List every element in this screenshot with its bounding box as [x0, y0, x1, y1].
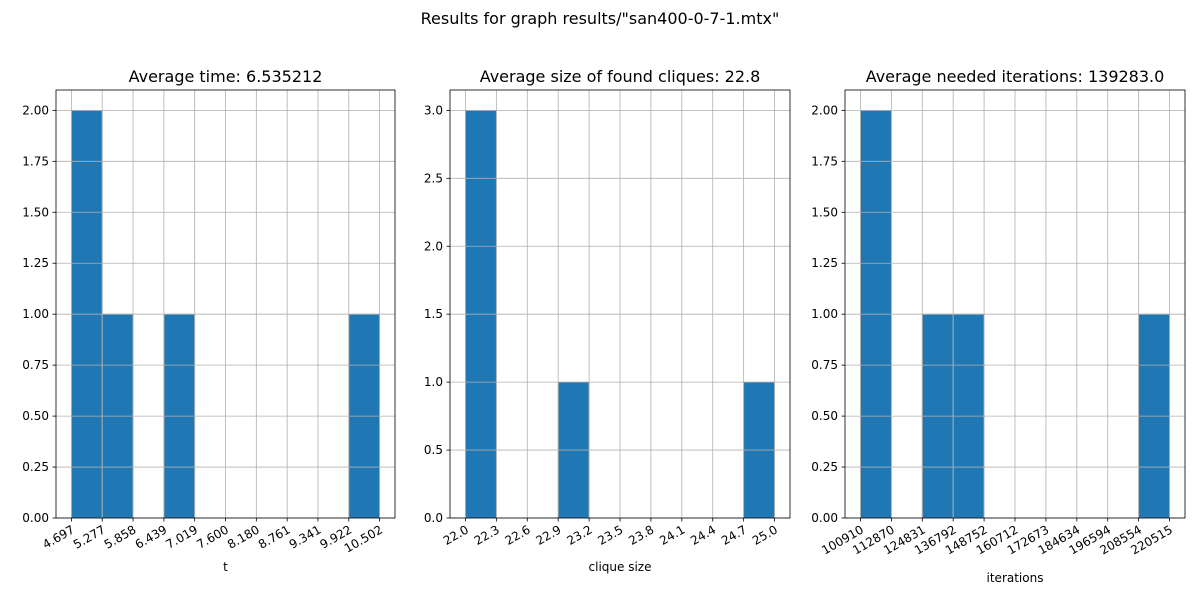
y-tick-label: 0.0	[424, 511, 443, 525]
y-tick-label: 0.00	[811, 511, 838, 525]
x-tick-label: 22.3	[472, 522, 502, 547]
y-tick-label: 0.75	[22, 358, 49, 372]
x-tick-label: 5.277	[71, 522, 108, 551]
x-axis-label: t	[223, 560, 228, 574]
x-tick-label: 7.019	[163, 522, 200, 551]
y-tick-label: 1.25	[22, 256, 49, 270]
x-tick-label: 24.7	[719, 522, 749, 547]
x-axis-label: iterations	[987, 571, 1044, 585]
y-tick-label: 0.50	[811, 409, 838, 423]
y-tick-label: 2.00	[811, 103, 838, 117]
x-tick-label: 23.5	[595, 522, 625, 547]
y-tick-label: 1.75	[811, 154, 838, 168]
y-tick-label: 0.25	[22, 460, 49, 474]
y-tick-label: 2.0	[424, 239, 443, 253]
y-tick-label: 1.0	[424, 375, 443, 389]
y-tick-label: 0.50	[22, 409, 49, 423]
y-tick-label: 0.25	[811, 460, 838, 474]
y-tick-label: 0.5	[424, 443, 443, 457]
chart-1: 0.00 0.25 0.50 0.75 1.00 1.25 1.50 1.75 2.00 4.69…	[22, 67, 396, 574]
chart-2: 0.00.51.01.52.02.53.022.0 22.3 22.6 22.9 23.…	[424, 67, 791, 574]
chart-title: Average size of found cliques: 22.8	[480, 67, 761, 86]
y-tick-label: 1.50	[22, 205, 49, 219]
x-tick-label: 23.2	[564, 522, 594, 547]
x-axis-label: clique size	[589, 560, 652, 574]
chart-title: Average time: 6.535212	[129, 67, 323, 86]
y-tick-label: 0.75	[811, 358, 838, 372]
x-tick-label: 24.4	[688, 522, 718, 547]
figure-suptitle: Results for graph results/"san400-0-7-1.…	[420, 9, 780, 28]
x-tick-label: 8.180	[225, 522, 262, 551]
x-tick-label: 5.858	[102, 522, 139, 551]
x-tick-label: 9.341	[287, 522, 324, 551]
y-tick-label: 2.5	[424, 171, 443, 185]
y-tick-label: 1.00	[811, 307, 838, 321]
x-tick-label: 4.697	[40, 522, 77, 551]
x-tick-label: 23.8	[626, 522, 656, 547]
y-tick-label: 2.00	[22, 103, 49, 117]
x-tick-label: 8.761	[256, 522, 293, 551]
y-tick-label: 1.25	[811, 256, 838, 270]
x-tick-label: 25.0	[750, 522, 780, 547]
x-tick-label: 22.9	[534, 522, 564, 547]
y-tick-label: 1.5	[424, 307, 443, 321]
chart-3: 0.000.250.500.751.001.251.501.752.001009…	[811, 67, 1186, 585]
y-tick-label: 1.75	[22, 154, 49, 168]
x-tick-label: 22.6	[503, 522, 533, 547]
chart-title: Average needed iterations: 139283.0	[866, 67, 1165, 86]
y-tick-label: 1.50	[811, 205, 838, 219]
y-tick-label: 1.00	[22, 307, 49, 321]
x-tick-label: 24.1	[657, 522, 687, 547]
y-tick-label: 3.0	[424, 103, 443, 117]
x-tick-label: 22.0	[441, 522, 471, 547]
y-tick-label: 0.00	[22, 511, 49, 525]
x-tick-label: 7.600	[194, 522, 231, 551]
x-tick-label: 6.439	[133, 522, 170, 551]
